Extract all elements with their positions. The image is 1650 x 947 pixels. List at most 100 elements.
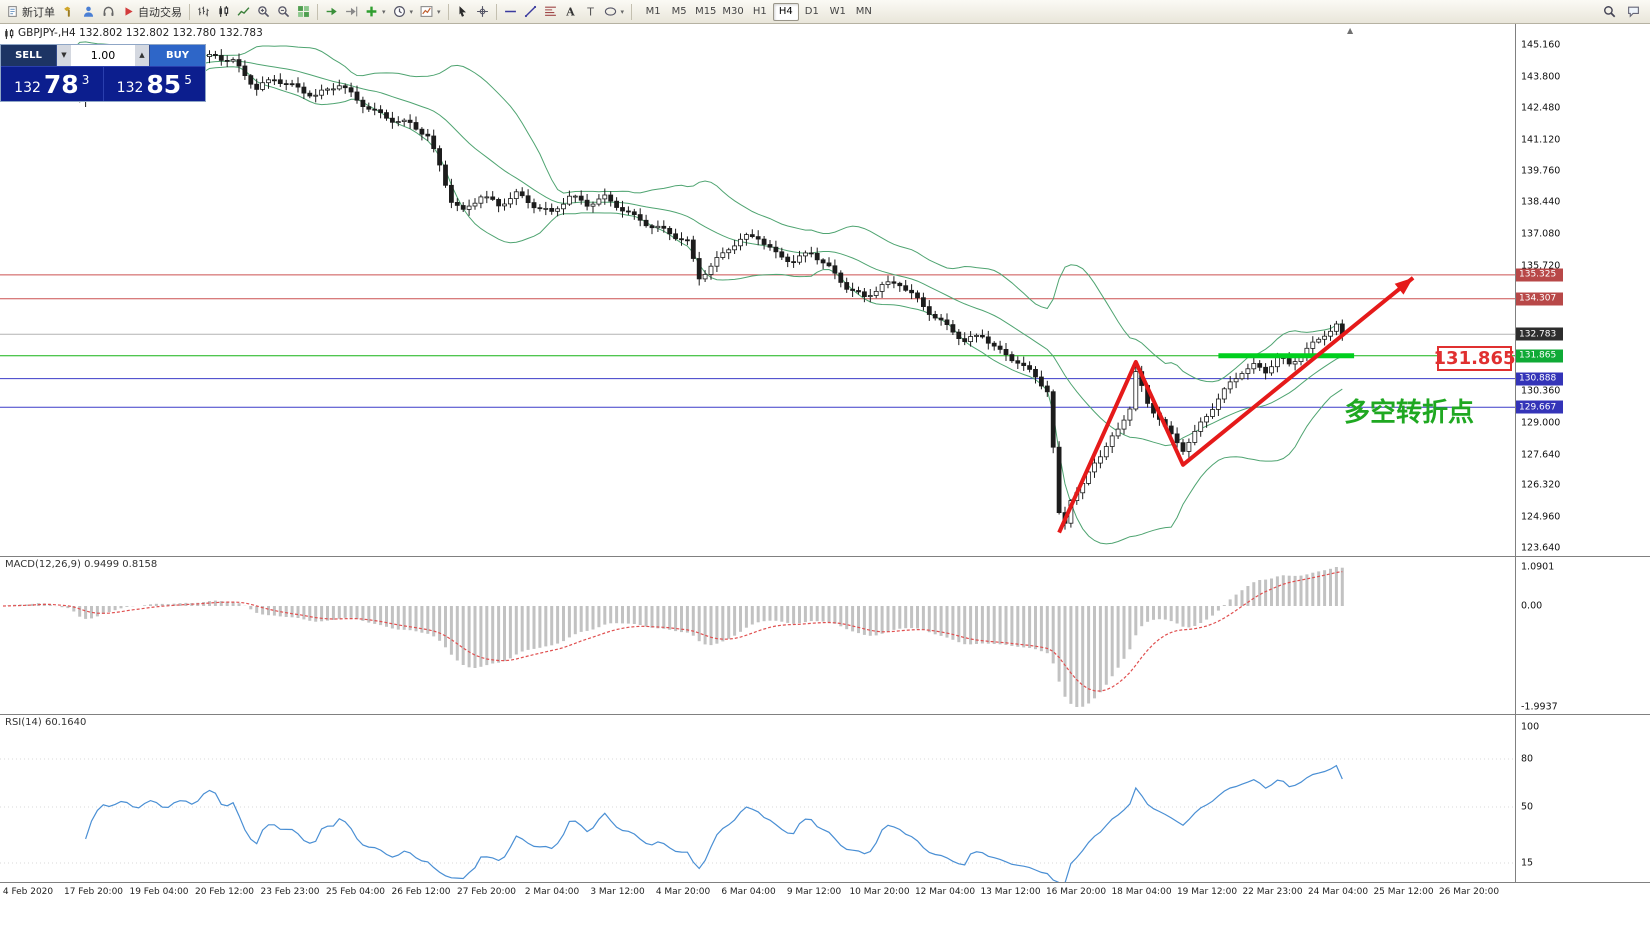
- trendline-icon: [524, 5, 536, 18]
- auto-scroll-icon: [326, 7, 337, 16]
- time-axis-label: 19 Feb 04:00: [129, 887, 189, 897]
- accounts-button[interactable]: [79, 2, 98, 22]
- auto-scroll-button[interactable]: [322, 2, 341, 22]
- volume-field[interactable]: 1.00: [71, 45, 135, 66]
- buy-button[interactable]: BUY: [149, 45, 205, 66]
- timeframe-h4-button[interactable]: H4: [772, 2, 799, 21]
- bottom-strip: [0, 902, 1650, 947]
- macd-axis-label: 1.0901: [1521, 561, 1555, 573]
- timeframe-m30-button[interactable]: M30: [722, 6, 744, 17]
- support-icon: [103, 6, 114, 17]
- templates-button[interactable]: ▾: [417, 2, 444, 22]
- time-axis-label: 12 Mar 04:00: [914, 887, 976, 897]
- zoom-out-button[interactable]: [274, 2, 293, 22]
- time-axis-label: 25 Feb 04:00: [325, 887, 386, 897]
- turning-point-note[interactable]: 多空转折点: [1344, 398, 1475, 428]
- trendline-button[interactable]: [521, 2, 540, 22]
- time-axis-label: 26 Feb 12:00: [391, 887, 451, 897]
- macd-canvas[interactable]: [0, 557, 1515, 715]
- time-axis-label: 16 Mar 20:00: [1045, 887, 1107, 897]
- label-button[interactable]: T: [581, 2, 600, 22]
- price-axis-label: 123.640: [1521, 542, 1561, 554]
- sell-button[interactable]: SELL: [1, 45, 57, 66]
- toolbar-separator: [631, 3, 633, 20]
- crosshair-button[interactable]: [473, 2, 492, 22]
- sell-price[interactable]: 132 78 3: [1, 66, 104, 101]
- text-button[interactable]: A: [561, 2, 580, 22]
- timeframe-mn-button[interactable]: MN: [855, 6, 872, 17]
- macd-axis[interactable]: 1.0901 0.00 -1.9937: [1515, 557, 1650, 714]
- zoom-out-icon: [278, 6, 290, 18]
- chat-icon: [1628, 6, 1639, 18]
- line-chart-button[interactable]: [234, 2, 253, 22]
- price-axis[interactable]: 145.160 143.800 142.480 141.120 139.760 138.4…: [1515, 24, 1650, 556]
- price-line-tag: 132.783: [1516, 327, 1563, 341]
- symbol-ohlc-label: GBPJPY-,H4 132.802 132.802 132.780 132.7…: [18, 27, 263, 39]
- rsi-label: RSI(14) 60.1640: [5, 717, 87, 728]
- support-button[interactable]: [99, 2, 118, 22]
- zoom-in-icon: [258, 6, 270, 18]
- buy-price[interactable]: 132 85 5: [104, 67, 206, 101]
- new-order-button-label: 新订单: [22, 5, 55, 19]
- new-order-button[interactable]: 新订单: [3, 2, 58, 22]
- time-axis-label: 10 Mar 20:00: [849, 887, 910, 897]
- price-axis-label: 143.800: [1521, 71, 1561, 83]
- shapes-button[interactable]: ▾: [601, 2, 628, 22]
- rsi-axis[interactable]: 100 80 50 15: [1515, 715, 1650, 882]
- candle-chart-button[interactable]: [214, 2, 233, 22]
- main-chart-panel: GBPJPY-,H4 132.802 132.802 132.780 132.7…: [0, 24, 1650, 556]
- hammer-button[interactable]: [59, 2, 78, 22]
- timeframe-m5-button[interactable]: M5: [671, 6, 687, 17]
- time-axis-label: 17 Feb 20:00: [63, 887, 124, 897]
- periods-button[interactable]: ▾: [390, 2, 417, 22]
- rsi-axis-label: 80: [1521, 753, 1534, 765]
- volume-value: 1.00: [90, 48, 116, 62]
- bar-chart-button[interactable]: [194, 2, 213, 22]
- support-price-annotation[interactable]: 131.865: [1433, 346, 1516, 371]
- autotrading-button[interactable]: 自动交易: [119, 2, 185, 22]
- time-axis[interactable]: 4 Feb 2020 17 Feb 20:00 19 Feb 04:00 20 Feb…: [0, 882, 1650, 902]
- chart-window: GBPJPY-,H4 132.802 132.802 132.780 132.7…: [0, 24, 1650, 947]
- price-axis-label: 129.000: [1521, 417, 1561, 429]
- timeframe-m15-button[interactable]: M15: [695, 6, 717, 17]
- chat-button[interactable]: [1624, 2, 1643, 22]
- time-axis-label: 13 Mar 12:00: [980, 887, 1041, 897]
- fibonacci-icon: [544, 6, 556, 16]
- timeframe-m1-button[interactable]: M1: [645, 6, 661, 17]
- indicators-button[interactable]: ▾: [362, 2, 389, 22]
- macd-panel: MACD(12,26,9) 0.9499 0.8158 1.0901 0.00 -1…: [0, 556, 1650, 714]
- timeframe-w1-button[interactable]: W1: [829, 6, 846, 17]
- fibonacci-button[interactable]: [541, 2, 560, 22]
- horizontal-line-icon: [504, 10, 516, 13]
- chart-shift-button[interactable]: [342, 2, 361, 22]
- candle-chart-icon: [219, 6, 229, 17]
- chart-shift-marker[interactable]: ▲: [1347, 26, 1354, 35]
- tile-windows-button[interactable]: [294, 2, 313, 22]
- volume-down-button[interactable]: ▼: [57, 45, 71, 66]
- rsi-canvas[interactable]: [0, 715, 1515, 883]
- time-axis-label: 27 Feb 20:00: [456, 887, 517, 897]
- toolbar-separator: [495, 3, 497, 20]
- time-axis-label: 4 Mar 20:00: [655, 887, 711, 897]
- text-icon: A: [565, 5, 575, 18]
- zoom-in-button[interactable]: [254, 2, 273, 22]
- cursor-icon: [459, 6, 466, 17]
- timeframe-h1-button[interactable]: H1: [752, 6, 767, 17]
- price-axis-label: 141.120: [1521, 134, 1561, 145]
- price-chart-canvas[interactable]: [0, 24, 1515, 556]
- timeframe-d1-button[interactable]: D1: [804, 6, 819, 17]
- cursor-button[interactable]: [453, 2, 472, 22]
- rsi-panel: RSI(14) 60.1640 100 80 50 15: [0, 714, 1650, 883]
- price-axis-label: 130.360: [1521, 385, 1561, 397]
- line-chart-icon: [237, 7, 250, 16]
- dropdown-caret-icon: ▾: [382, 7, 386, 16]
- trade-panel: SELL ▼ 1.00 ▲ BUY 132 78 3 132 85 5: [0, 44, 206, 102]
- price-line-tag: 129.667: [1516, 400, 1563, 414]
- time-axis-label: 18 Mar 04:00: [1111, 887, 1172, 897]
- horizontal-line-button[interactable]: [501, 2, 520, 22]
- price-axis-label: 139.760: [1521, 165, 1561, 177]
- search-button[interactable]: [1600, 2, 1619, 22]
- sell-price-point: 3: [81, 73, 90, 87]
- indicators-icon: [366, 6, 377, 17]
- volume-up-button[interactable]: ▲: [135, 45, 149, 66]
